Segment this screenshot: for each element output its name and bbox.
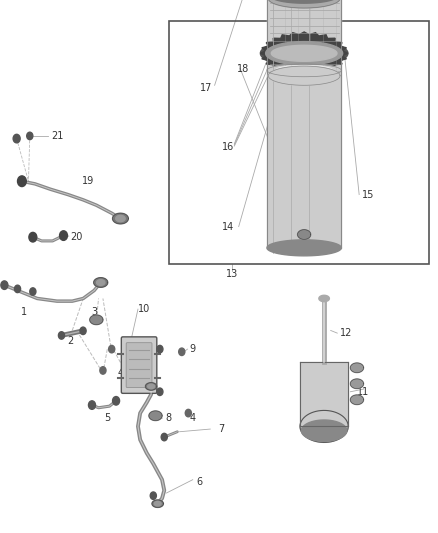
- Polygon shape: [350, 363, 364, 373]
- Circle shape: [27, 132, 33, 140]
- Text: 20: 20: [71, 232, 83, 242]
- Text: 11: 11: [357, 387, 370, 397]
- Text: 21: 21: [51, 131, 63, 141]
- Circle shape: [14, 285, 21, 293]
- Circle shape: [60, 231, 67, 240]
- Text: 16: 16: [222, 142, 234, 151]
- Polygon shape: [271, 0, 338, 3]
- Polygon shape: [300, 410, 348, 442]
- Polygon shape: [148, 384, 155, 389]
- Text: 1: 1: [21, 307, 27, 317]
- Text: 12: 12: [340, 328, 352, 338]
- Text: 5: 5: [104, 414, 110, 423]
- Polygon shape: [260, 32, 348, 75]
- Polygon shape: [96, 280, 105, 285]
- Text: 2: 2: [67, 336, 73, 346]
- Polygon shape: [350, 395, 364, 405]
- Circle shape: [157, 345, 163, 353]
- Polygon shape: [267, 0, 341, 248]
- Circle shape: [80, 327, 86, 335]
- FancyBboxPatch shape: [126, 343, 152, 387]
- Circle shape: [185, 409, 191, 417]
- Polygon shape: [90, 315, 103, 325]
- Circle shape: [113, 397, 120, 405]
- Text: 7: 7: [218, 424, 224, 434]
- Polygon shape: [268, 0, 340, 76]
- Polygon shape: [300, 362, 348, 426]
- Polygon shape: [266, 42, 343, 65]
- Text: 6: 6: [196, 478, 202, 487]
- Text: 4: 4: [190, 414, 196, 423]
- Bar: [169, 21, 429, 264]
- Circle shape: [58, 332, 64, 339]
- Text: 3: 3: [91, 307, 97, 317]
- Polygon shape: [267, 64, 341, 77]
- Text: 4: 4: [117, 368, 124, 378]
- Polygon shape: [267, 240, 341, 256]
- Polygon shape: [94, 278, 108, 287]
- Circle shape: [161, 433, 167, 441]
- Polygon shape: [152, 500, 163, 507]
- Text: 18: 18: [237, 64, 249, 74]
- Polygon shape: [268, 66, 340, 85]
- Polygon shape: [276, 66, 332, 75]
- Polygon shape: [297, 230, 311, 239]
- Circle shape: [30, 288, 36, 295]
- Polygon shape: [113, 213, 128, 224]
- Text: 9: 9: [190, 344, 196, 354]
- Text: 14: 14: [222, 222, 234, 231]
- Text: 8: 8: [166, 414, 172, 423]
- Polygon shape: [350, 379, 364, 389]
- Circle shape: [88, 401, 95, 409]
- Circle shape: [1, 281, 8, 289]
- Polygon shape: [261, 40, 348, 67]
- Text: 19: 19: [81, 176, 94, 186]
- Circle shape: [100, 367, 106, 374]
- Text: 15: 15: [362, 190, 374, 199]
- Polygon shape: [116, 215, 125, 222]
- Polygon shape: [272, 45, 337, 61]
- Polygon shape: [154, 502, 161, 506]
- Text: 17: 17: [200, 83, 212, 93]
- Circle shape: [150, 492, 156, 499]
- FancyBboxPatch shape: [121, 337, 157, 393]
- Text: 13: 13: [226, 270, 238, 279]
- Polygon shape: [319, 295, 329, 302]
- Circle shape: [179, 348, 185, 356]
- Polygon shape: [149, 411, 162, 421]
- Circle shape: [18, 176, 26, 187]
- Circle shape: [109, 345, 115, 353]
- Circle shape: [29, 232, 37, 242]
- Text: 10: 10: [138, 304, 151, 314]
- Polygon shape: [301, 420, 347, 441]
- Circle shape: [157, 388, 163, 395]
- Polygon shape: [267, 0, 341, 5]
- Polygon shape: [145, 383, 157, 390]
- Circle shape: [13, 134, 20, 143]
- Polygon shape: [268, 0, 340, 8]
